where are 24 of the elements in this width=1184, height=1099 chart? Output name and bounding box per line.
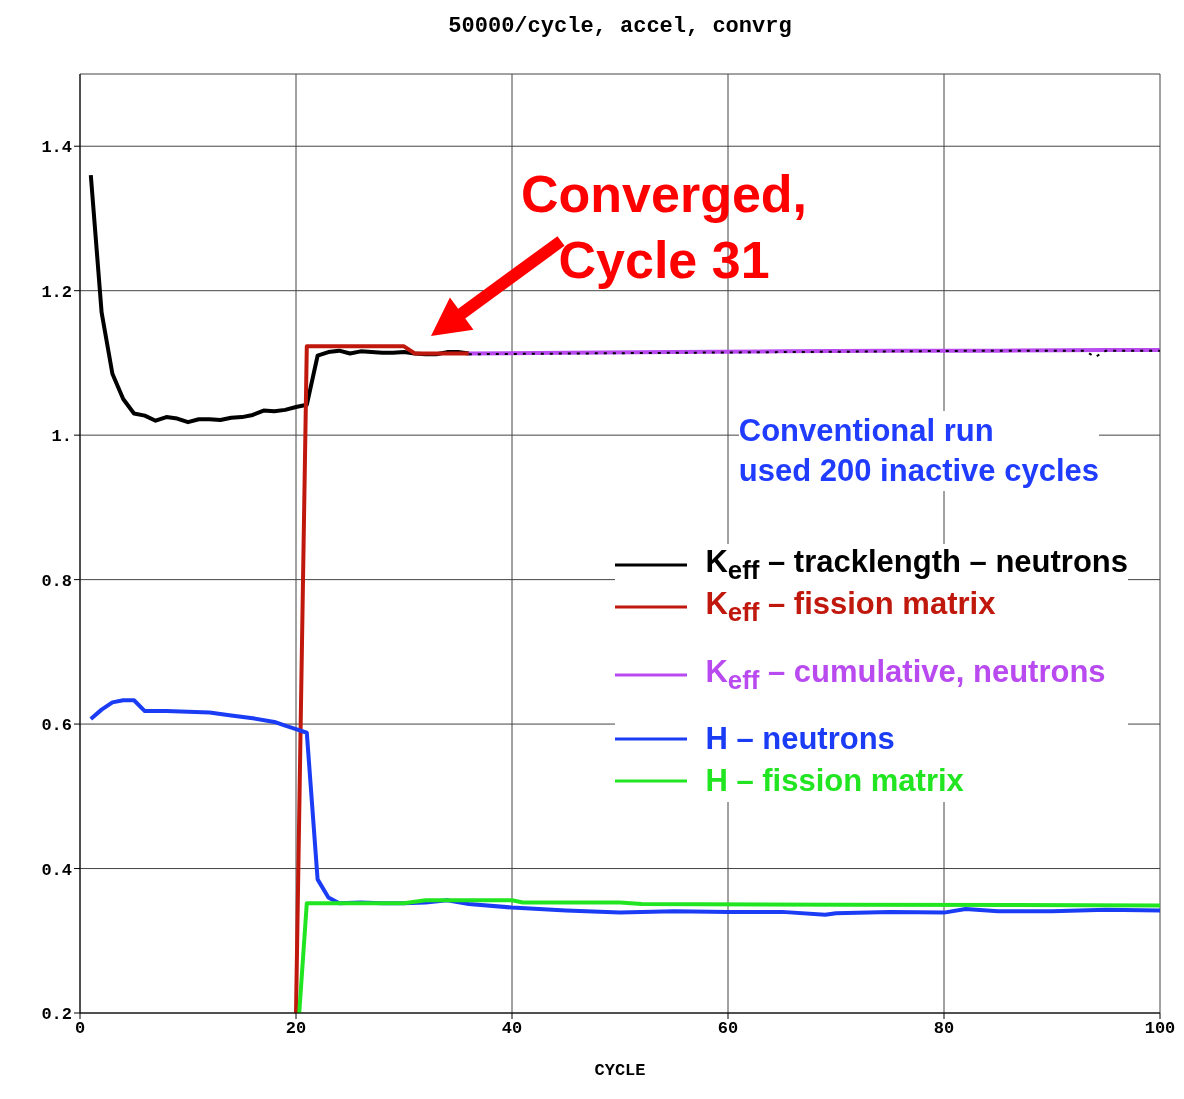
- x-axis-title: CYCLE: [594, 1061, 646, 1080]
- legend-label: K$_{eff}$ – cumulative, neutrons: [705, 653, 1106, 696]
- chart-title: 50000/cycle, accel, convrg: [447, 14, 793, 39]
- y-tick-label: 0.8: [41, 571, 72, 591]
- annotation: Converged, Cycle 31: [521, 163, 808, 291]
- legend-label: H – neutrons: [705, 720, 895, 757]
- legend-label: H – fission matrix: [705, 762, 964, 799]
- y-tick-label: 1.: [51, 427, 72, 447]
- line-series: [297, 898, 1160, 1013]
- legend-label: K$_{eff}$ – fission matrix: [705, 585, 996, 628]
- y-tick-label: 0.2: [41, 1005, 72, 1025]
- y-tick-label: 1.2: [41, 282, 72, 302]
- x-tick-label: 40: [501, 1019, 523, 1039]
- x-tick-label: 0: [74, 1019, 86, 1039]
- legend-label: K$_{eff}$ – tracklength – neutrons: [705, 543, 1128, 586]
- annotation: Conventional run used 200 inactive cycles: [738, 411, 1099, 492]
- x-tick-label: 60: [717, 1019, 739, 1039]
- x-tick-label: 80: [933, 1019, 955, 1039]
- x-tick-label: 20: [285, 1019, 307, 1039]
- y-tick-label: 1.4: [41, 138, 72, 158]
- x-tick-label: 100: [1144, 1019, 1176, 1039]
- y-tick-label: 0.6: [41, 716, 72, 736]
- line-series: [88, 698, 1160, 917]
- y-tick-label: 0.4: [41, 860, 72, 880]
